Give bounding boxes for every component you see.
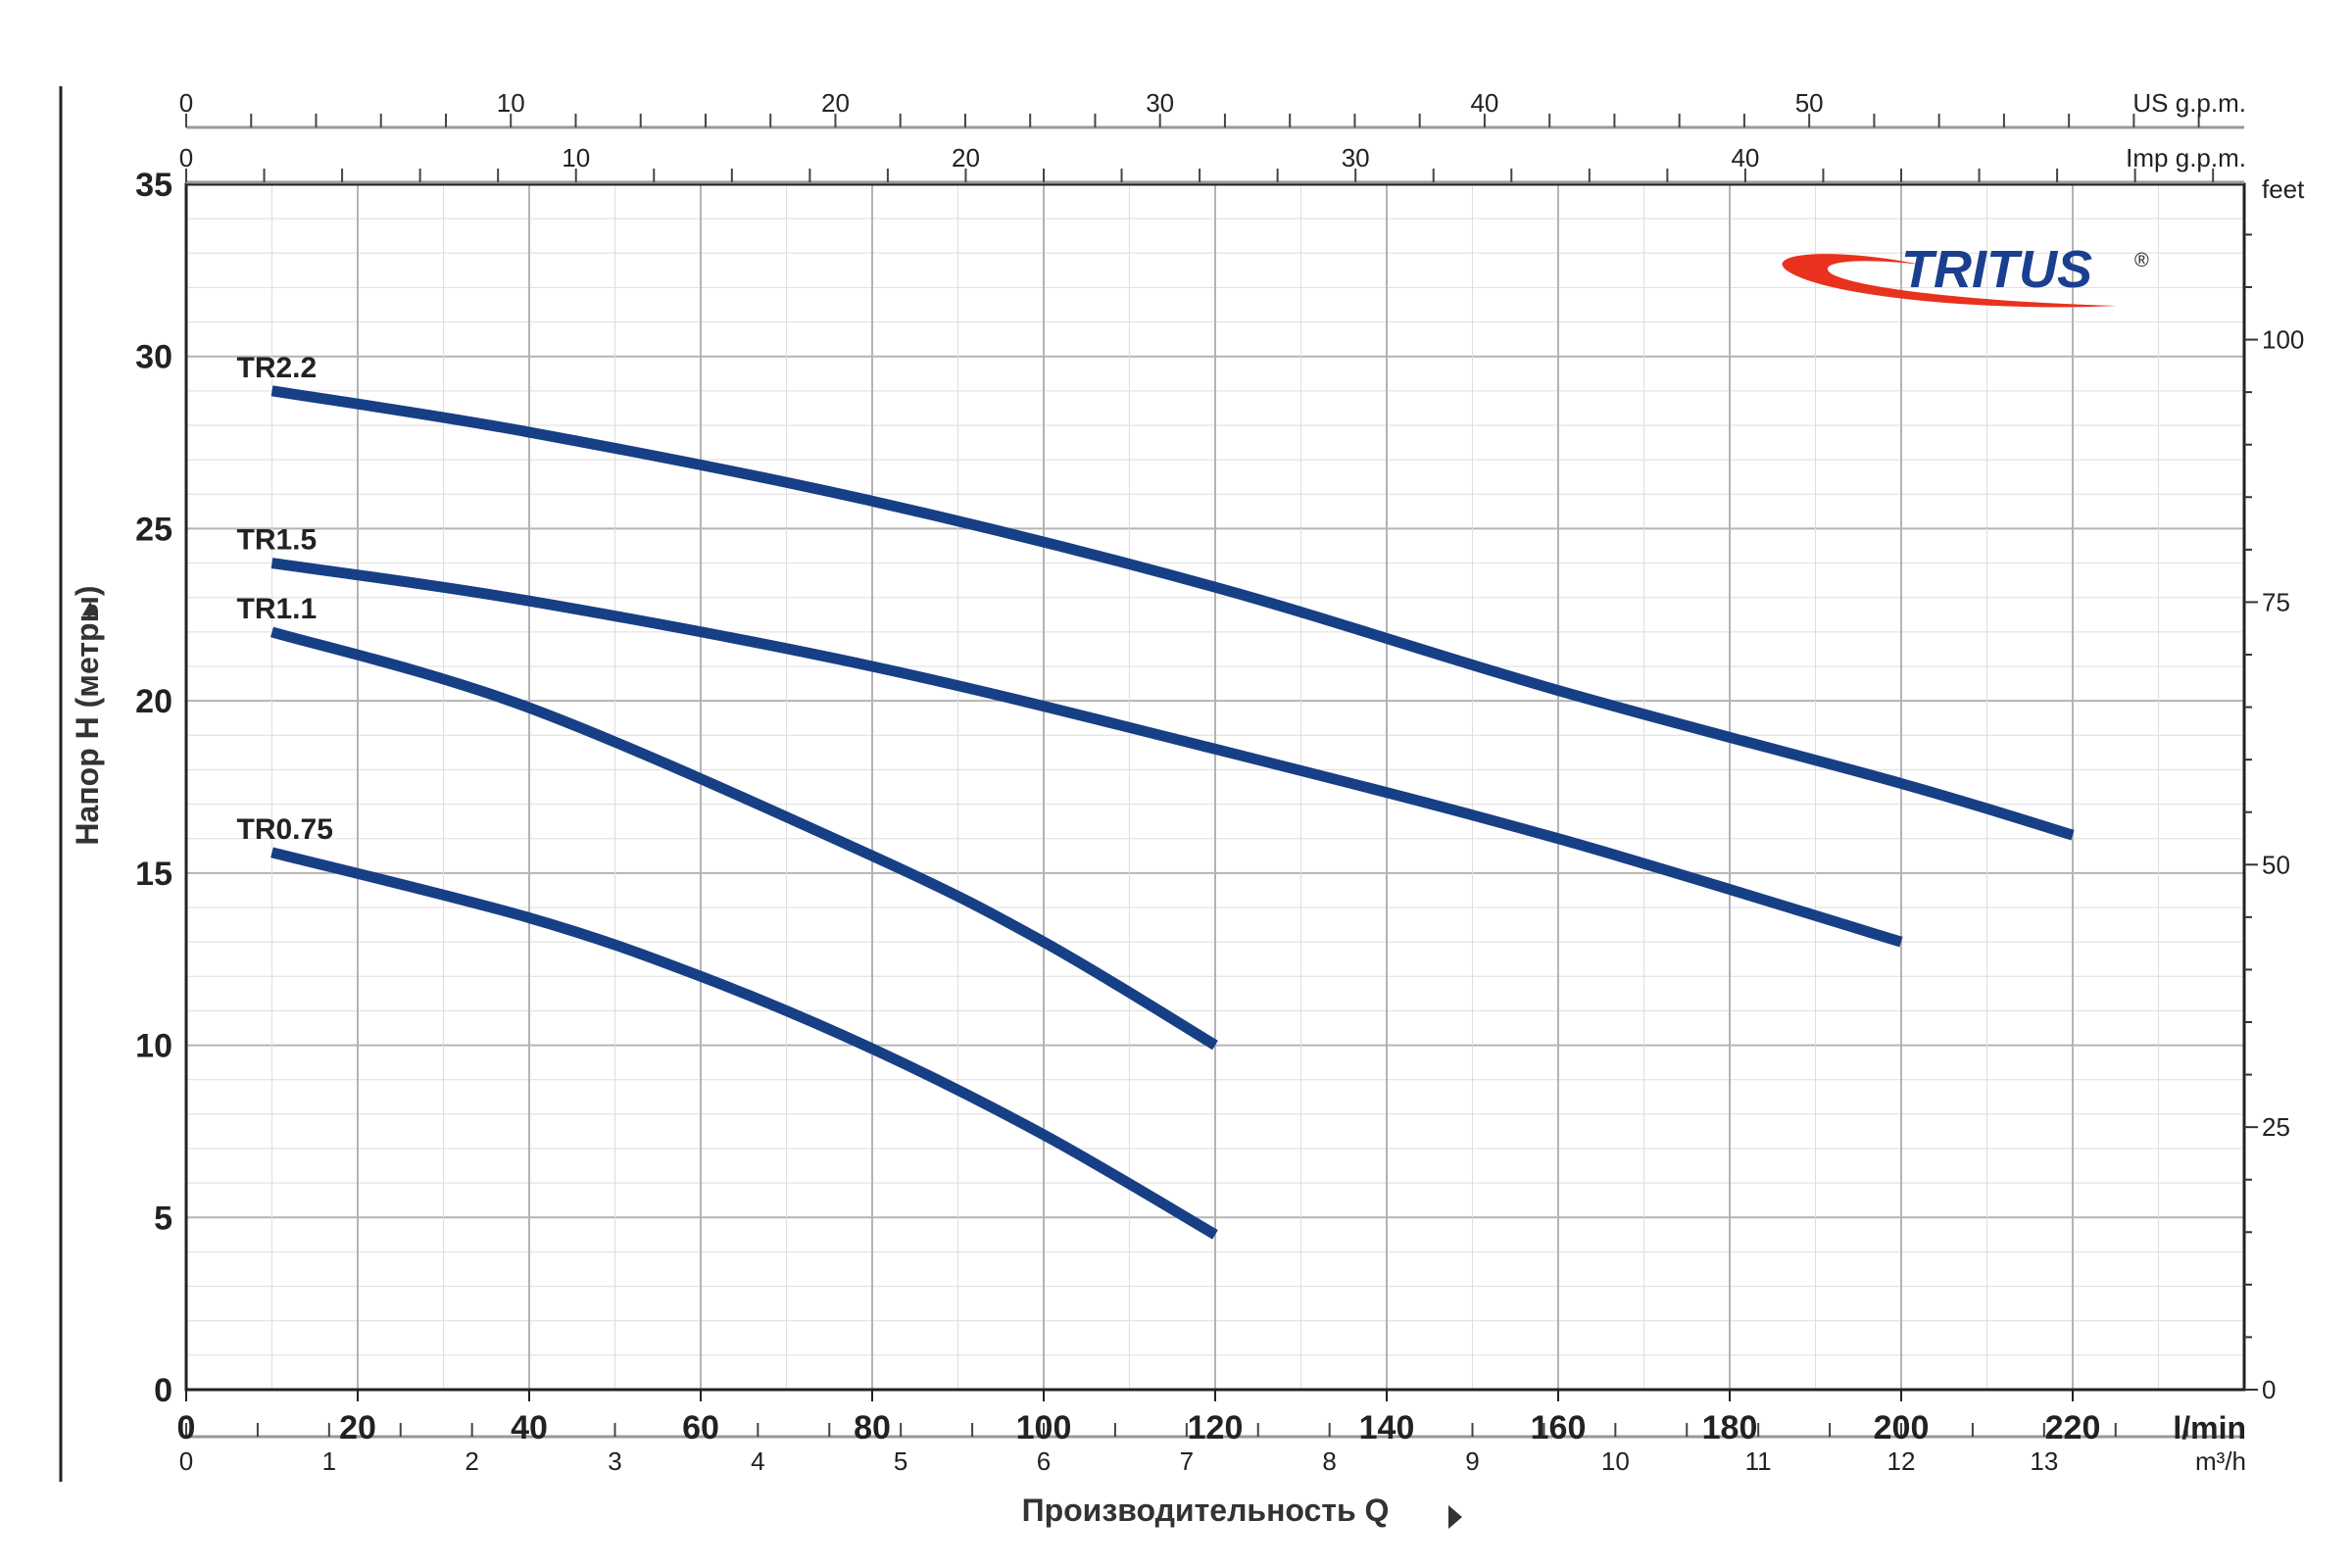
series-label: TR1.5 <box>237 524 318 557</box>
x-tick-label: 20 <box>339 1409 376 1446</box>
x-tick-label: 160 <box>1531 1409 1587 1446</box>
series-line-tr2-2 <box>270 385 2075 841</box>
y-tick-label: 20 <box>135 683 172 720</box>
usgpm-unit-label: US g.p.m. <box>2132 88 2246 118</box>
m3h-tick-label: 7 <box>1180 1446 1194 1476</box>
impgpm-tick-label: 30 <box>1342 143 1370 172</box>
series-label: TR0.75 <box>237 813 333 846</box>
feet-tick-label: 75 <box>2262 587 2290 616</box>
y-tick-label: 10 <box>135 1028 172 1065</box>
y-axis-arrow-icon <box>82 602 98 615</box>
m3h-unit-label: m³/h <box>2195 1446 2246 1476</box>
usgpm-tick-label: 10 <box>497 88 525 118</box>
y-tick-label: 35 <box>135 167 172 204</box>
series-line-tr1-5 <box>270 558 1903 948</box>
m3h-tick-label: 10 <box>1601 1446 1630 1476</box>
y-tick-label: 5 <box>154 1200 172 1237</box>
curves <box>270 385 2075 1240</box>
x-tick-label: 100 <box>1016 1409 1072 1446</box>
x-tick-label: 60 <box>682 1409 719 1446</box>
series-label: TR1.1 <box>237 593 318 625</box>
feet-tick-label: 100 <box>2262 325 2304 355</box>
m3h-tick-label: 12 <box>1887 1446 1916 1476</box>
feet-tick-label: 25 <box>2262 1112 2290 1142</box>
x-axis-title: Производительность Q <box>1022 1493 1390 1528</box>
x-tick-label: 180 <box>1702 1409 1758 1446</box>
impgpm-tick-label: 40 <box>1731 143 1759 172</box>
x-tick-label: 120 <box>1188 1409 1244 1446</box>
x-axis-arrow-icon <box>1448 1505 1462 1529</box>
tritus-logo: TRITUS ® <box>1782 240 2149 308</box>
m3h-tick-label: 5 <box>894 1446 907 1476</box>
usgpm-tick-label: 40 <box>1470 88 1498 118</box>
series-line-tr1-1 <box>270 626 1218 1051</box>
x-tick-label: 140 <box>1359 1409 1415 1446</box>
x-tick-label: 80 <box>854 1409 891 1446</box>
x-unit-label: l/min <box>2173 1410 2246 1446</box>
usgpm-tick-label: 30 <box>1146 88 1174 118</box>
m3h-tick-label: 3 <box>608 1446 621 1476</box>
m3h-tick-label: 6 <box>1037 1446 1051 1476</box>
logo-text: TRITUS <box>1901 240 2092 299</box>
m3h-tick-label: 1 <box>322 1446 336 1476</box>
y-axis-title: Напор H (метры) <box>70 585 105 845</box>
impgpm-tick-label: 0 <box>179 143 193 172</box>
m3h-tick-label: 4 <box>751 1446 764 1476</box>
feet-tick-label: 0 <box>2262 1375 2276 1404</box>
y-tick-label: 25 <box>135 511 172 548</box>
m3h-tick-label: 0 <box>179 1446 193 1476</box>
logo-registered-mark: ® <box>2134 250 2149 271</box>
usgpm-tick-label: 50 <box>1795 88 1824 118</box>
x-tick-label: 40 <box>511 1409 548 1446</box>
usgpm-tick-label: 0 <box>179 88 193 118</box>
m3h-tick-label: 2 <box>465 1446 478 1476</box>
feet-tick-label: 50 <box>2262 850 2290 879</box>
impgpm-tick-label: 20 <box>952 143 980 172</box>
y-tick-label: 30 <box>135 339 172 376</box>
feet-unit-label: feet <box>2262 174 2305 204</box>
m3h-tick-label: 13 <box>2030 1446 2058 1476</box>
m3h-tick-label: 9 <box>1465 1446 1479 1476</box>
impgpm-tick-label: 10 <box>562 143 590 172</box>
series-label: TR2.2 <box>237 352 318 384</box>
usgpm-tick-label: 20 <box>821 88 850 118</box>
impgpm-unit-label: Imp g.p.m. <box>2126 143 2246 172</box>
x-tick-label: 0 <box>177 1409 196 1446</box>
axes <box>184 114 2258 1439</box>
y-tick-label: 15 <box>135 856 172 893</box>
m3h-tick-label: 11 <box>1745 1446 1772 1476</box>
grid <box>185 183 2245 1391</box>
x-tick-label: 220 <box>2045 1409 2101 1446</box>
logo-swoosh <box>1782 254 2117 308</box>
series-line-tr0-75 <box>270 847 1218 1240</box>
y-tick-label: 0 <box>154 1372 172 1409</box>
m3h-tick-label: 8 <box>1322 1446 1336 1476</box>
x-tick-label: 200 <box>1874 1409 1930 1446</box>
